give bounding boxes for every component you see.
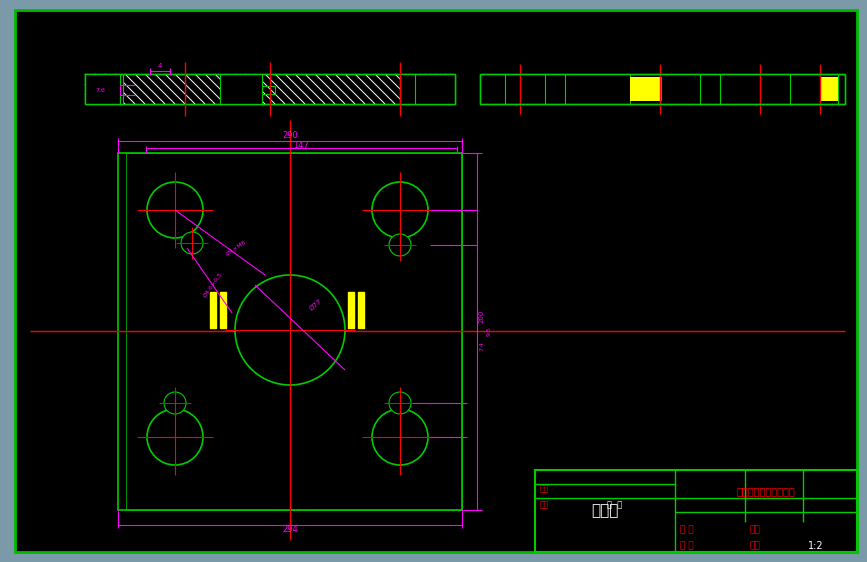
Text: Ø4×M6: Ø4×M6 <box>225 239 247 257</box>
Text: Ø4.6×0.5: Ø4.6×0.5 <box>202 271 223 298</box>
Text: 制造: 制造 <box>540 501 550 510</box>
Text: 4: 4 <box>158 63 162 69</box>
Text: 数 量: 数 量 <box>680 525 694 534</box>
Text: 江苏财经职业技术学院: 江苏财经职业技术学院 <box>737 486 795 496</box>
Circle shape <box>181 232 203 254</box>
Circle shape <box>372 409 428 465</box>
Text: 付 料: 付 料 <box>680 542 694 551</box>
Bar <box>400 74 455 104</box>
Circle shape <box>147 182 203 238</box>
Bar <box>630 77 660 101</box>
Bar <box>348 292 354 328</box>
Bar <box>358 292 364 328</box>
Text: 7.6: 7.6 <box>95 88 105 93</box>
Text: 1:2: 1:2 <box>808 541 824 551</box>
Bar <box>118 153 462 510</box>
Bar <box>660 77 662 101</box>
Bar <box>535 470 857 552</box>
Bar <box>210 292 216 328</box>
Text: 图号: 图号 <box>750 525 760 534</box>
Text: 9.5: 9.5 <box>487 326 492 336</box>
Circle shape <box>389 234 411 256</box>
Text: 200: 200 <box>479 309 485 323</box>
Text: 290: 290 <box>282 132 298 140</box>
Bar <box>85 74 123 104</box>
Text: Ø77: Ø77 <box>308 298 323 312</box>
Text: 比例: 比例 <box>750 542 760 551</box>
Bar <box>220 292 226 328</box>
Circle shape <box>372 182 428 238</box>
Text: 日  期: 日 期 <box>608 501 623 510</box>
Circle shape <box>147 409 203 465</box>
Circle shape <box>164 392 186 414</box>
Text: 审核: 审核 <box>540 484 550 493</box>
Bar <box>220 74 262 104</box>
Text: 147: 147 <box>293 140 309 149</box>
Circle shape <box>235 275 345 385</box>
Circle shape <box>389 392 411 414</box>
Text: 剐料板: 剐料板 <box>591 504 619 519</box>
Text: 7.4: 7.4 <box>479 341 484 351</box>
Bar <box>820 77 838 101</box>
Bar <box>126 153 462 510</box>
Bar <box>480 74 845 104</box>
Bar <box>85 74 455 104</box>
Text: 294: 294 <box>282 525 298 534</box>
